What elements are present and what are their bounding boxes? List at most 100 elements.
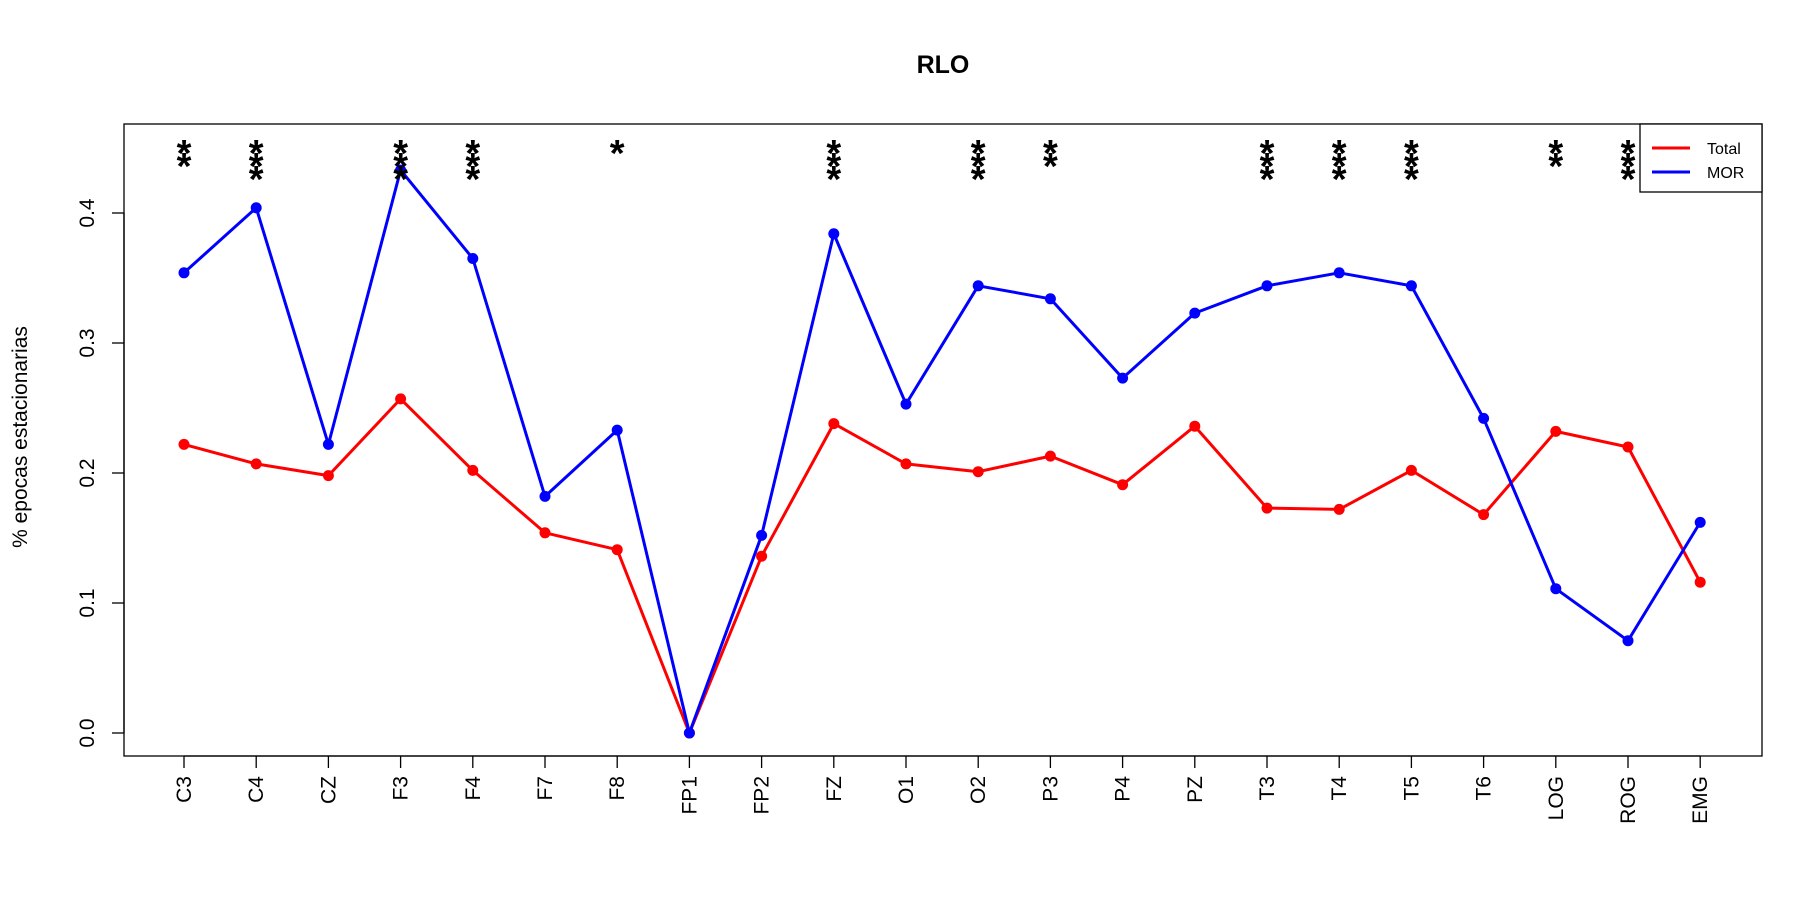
series-mor-point xyxy=(539,490,551,502)
significance-asterisk: * xyxy=(1332,159,1347,201)
series-mor-point xyxy=(250,202,262,214)
significance-asterisk: * xyxy=(465,146,480,188)
y-tick-label: 0.4 xyxy=(76,198,99,228)
x-axis: C3 C4 CZ F3 F4 F7 F8 FP1 FP2 FZ O1 O2 P3 P4 PZ T3 T4 T5 T6… xyxy=(173,755,1712,824)
series-mor-point xyxy=(395,164,407,176)
significance-marker: *** xyxy=(465,133,480,201)
x-tick-label: P4 xyxy=(1112,776,1135,802)
series-mor-point xyxy=(1117,372,1129,384)
series-total-point xyxy=(611,544,623,556)
series-mor-line xyxy=(182,168,1702,735)
chart-title: RLO xyxy=(917,51,970,79)
significance-asterisk: * xyxy=(826,146,841,188)
x-tick-label: FP1 xyxy=(678,776,701,815)
significance-asterisk: * xyxy=(1260,146,1275,188)
significance-asterisk: * xyxy=(971,159,986,201)
series-total-point xyxy=(1622,441,1634,453)
series-mor-point xyxy=(1333,267,1345,279)
significance-asterisk: * xyxy=(249,146,264,188)
series-mor-point xyxy=(1694,516,1706,528)
y-tick-label: 0.0 xyxy=(76,718,99,747)
series-total-point xyxy=(178,438,190,450)
series-mor-point xyxy=(322,438,334,450)
significance-asterisk: * xyxy=(249,159,264,201)
legend-box xyxy=(1639,123,1763,193)
legend-label-mor: MOR xyxy=(1707,165,1744,182)
significance-asterisk: * xyxy=(1548,146,1563,188)
y-tick-label: 0.3 xyxy=(76,328,99,357)
series-layer xyxy=(178,164,1706,739)
series-total-point xyxy=(1189,420,1201,432)
series-total-point xyxy=(1694,576,1706,588)
x-tick-label: FP2 xyxy=(751,776,774,815)
series-mor-point xyxy=(972,280,984,292)
x-tick-label: T3 xyxy=(1256,776,1279,801)
significance-asterisk: * xyxy=(249,133,264,175)
series-mor-point xyxy=(1261,280,1273,292)
significance-marker: *** xyxy=(249,133,264,201)
x-tick-label: O1 xyxy=(895,776,918,804)
x-tick-label: LOG xyxy=(1545,776,1568,820)
significance-asterisk: * xyxy=(1043,133,1058,175)
significance-asterisk: * xyxy=(1332,133,1347,175)
y-axis-label: % epocas estacionarias xyxy=(9,326,32,548)
significance-marker: *** xyxy=(393,133,408,201)
series-total-point xyxy=(828,418,840,430)
x-tick-label: CZ xyxy=(317,776,340,804)
significance-asterisk: * xyxy=(393,159,408,201)
y-axis: 0.0 0.1 0.2 0.3 0.4 xyxy=(76,198,125,748)
series-total-point xyxy=(1478,509,1490,521)
significance-marker: ** xyxy=(1548,133,1563,188)
x-tick-label: F7 xyxy=(534,776,557,801)
significance-marker: *** xyxy=(1260,133,1275,201)
significance-marker: *** xyxy=(1404,133,1419,201)
plot-area xyxy=(123,123,1763,757)
significance-markers: ** ********** ******** *********** *** xyxy=(177,133,1636,201)
x-tick-label: T5 xyxy=(1400,776,1423,801)
significance-asterisk: * xyxy=(1404,146,1419,188)
significance-asterisk: * xyxy=(826,133,841,175)
series-total-point xyxy=(1117,479,1129,491)
x-tick-label: P3 xyxy=(1039,776,1062,802)
significance-asterisk: * xyxy=(1621,159,1636,201)
x-tick-label: C4 xyxy=(245,776,268,803)
series-total-point xyxy=(322,470,334,482)
series-total-point xyxy=(900,458,912,470)
x-tick-label: O2 xyxy=(967,776,990,804)
series-total-point xyxy=(1333,503,1345,515)
y-tick-label: 0.1 xyxy=(76,588,99,617)
series-mor-point xyxy=(1622,635,1634,647)
x-tick-label: PZ xyxy=(1184,776,1207,803)
significance-asterisk: * xyxy=(1043,146,1058,188)
series-total-line xyxy=(183,397,1702,735)
significance-asterisk: * xyxy=(393,146,408,188)
significance-asterisk: * xyxy=(1404,159,1419,201)
series-mor-point xyxy=(683,727,695,739)
series-mor-point xyxy=(1550,583,1562,595)
series-total-point xyxy=(1044,450,1056,462)
series-total xyxy=(178,393,1706,739)
significance-asterisk: * xyxy=(1404,133,1419,175)
significance-marker: * xyxy=(610,133,625,175)
x-tick-label: F3 xyxy=(390,776,413,801)
significance-asterisk: * xyxy=(1260,133,1275,175)
significance-asterisk: * xyxy=(177,133,192,175)
series-mor xyxy=(178,164,1706,739)
significance-asterisk: * xyxy=(465,133,480,175)
series-total-point xyxy=(250,458,262,470)
legend: Total MOR xyxy=(1639,123,1763,193)
significance-asterisk: * xyxy=(1548,133,1563,175)
series-mor-point xyxy=(1189,307,1201,319)
y-tick-label: 0.2 xyxy=(76,458,99,487)
series-mor-point xyxy=(1405,280,1417,292)
significance-asterisk: * xyxy=(1332,146,1347,188)
series-mor-point xyxy=(828,228,840,240)
x-tick-label: T4 xyxy=(1328,776,1351,801)
series-mor-point xyxy=(178,267,190,279)
x-tick-label: C3 xyxy=(173,776,196,803)
series-total-point xyxy=(1405,464,1417,476)
significance-marker: ** xyxy=(177,133,192,188)
series-total-point xyxy=(539,527,551,539)
significance-asterisk: * xyxy=(826,159,841,201)
series-mor-point xyxy=(1044,293,1056,305)
